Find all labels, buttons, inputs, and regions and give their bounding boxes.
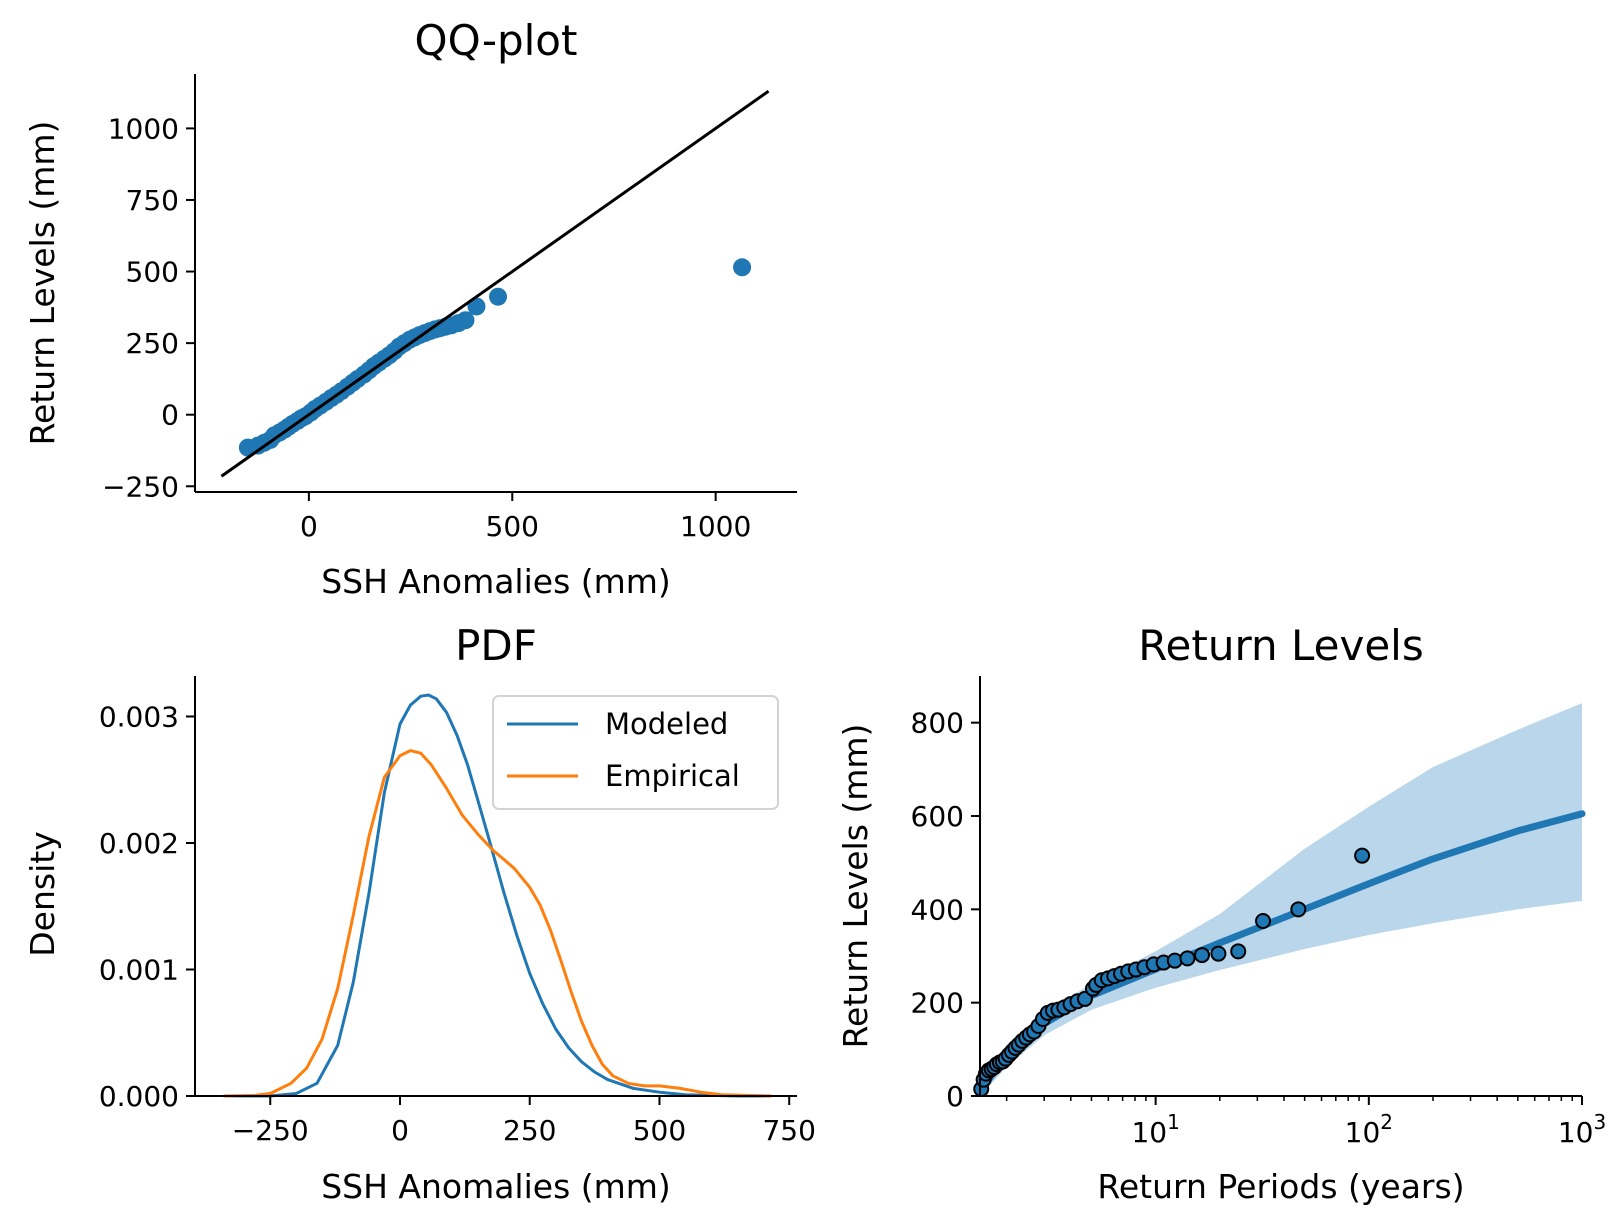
rl-ytick-label: 200 bbox=[911, 987, 964, 1020]
pdf-ytick-label: 0.003 bbox=[99, 700, 179, 733]
rl-observed-point bbox=[1210, 945, 1227, 962]
rl-observed-point bbox=[1194, 947, 1211, 964]
rl-xlabel: Return Periods (years) bbox=[1097, 1167, 1464, 1206]
pdf-xtick-label: −250 bbox=[232, 1114, 309, 1147]
pdf-ytick-label: 0.002 bbox=[99, 827, 179, 860]
pdf-xtick-label: 0 bbox=[391, 1114, 409, 1147]
pdf-xtick-label: 250 bbox=[503, 1114, 556, 1147]
rl-ytick-label: 600 bbox=[911, 800, 964, 833]
qq-ytick-label: 250 bbox=[126, 327, 179, 360]
pdf-ytick-label: 0.000 bbox=[99, 1080, 179, 1113]
qq-point bbox=[456, 311, 475, 330]
qq-ytick-label: 0 bbox=[161, 399, 179, 432]
legend-modeled-label: Modeled bbox=[605, 707, 728, 741]
rl-ytick-label: 800 bbox=[911, 707, 964, 740]
qq-reference-line bbox=[220, 89, 770, 478]
pdf-legend: Modeled Empirical bbox=[492, 695, 779, 810]
pdf-title: PDF bbox=[455, 621, 537, 670]
rl-observed-point bbox=[1166, 952, 1183, 969]
rl-title: Return Levels bbox=[1138, 621, 1423, 670]
qq-ytick-label: 500 bbox=[126, 256, 179, 289]
qq-ytick-label: 750 bbox=[126, 184, 179, 217]
pdf-panel: PDF −250 0 250 500 750 0.000 0.001 0.002 0.003 S… bbox=[23, 621, 816, 1206]
rl-ytick-label: 0 bbox=[946, 1080, 964, 1113]
rl-observed-point bbox=[1179, 950, 1196, 967]
rl-ytick-label: 400 bbox=[911, 893, 964, 926]
rl-observed-point bbox=[1255, 913, 1272, 929]
pdf-series-empirical bbox=[223, 749, 772, 1098]
pdf-xtick-label: 500 bbox=[633, 1114, 686, 1147]
qq-ylabel: Return Levels (mm) bbox=[23, 121, 62, 446]
qq-ytick-label: 1000 bbox=[108, 112, 179, 145]
qq-point bbox=[489, 287, 508, 306]
qq-point bbox=[467, 297, 486, 316]
pdf-ylabel: Density bbox=[23, 831, 62, 956]
pdf-xlabel: SSH Anomalies (mm) bbox=[321, 1167, 671, 1206]
pdf-series-modeled bbox=[223, 693, 772, 1098]
qq-title: QQ-plot bbox=[415, 16, 578, 65]
rl-observed-point bbox=[1230, 943, 1247, 960]
qq-xlabel: SSH Anomalies (mm) bbox=[321, 562, 671, 601]
qq-plot-panel: QQ-plot 0 500 1000 −250 0 250 500 750 1000 SSH A… bbox=[23, 16, 797, 601]
qq-xtick-label: 1000 bbox=[680, 510, 751, 543]
pdf-xtick-label: 750 bbox=[762, 1114, 815, 1147]
rl-ylabel: Return Levels (mm) bbox=[836, 724, 875, 1049]
qq-xtick-label: 500 bbox=[486, 510, 539, 543]
qq-xtick-label: 0 bbox=[300, 510, 318, 543]
pdf-ytick-label: 0.001 bbox=[99, 953, 179, 986]
rl-observed-point bbox=[1076, 990, 1093, 1007]
rl-confidence-band bbox=[980, 703, 1582, 1096]
legend-empirical-label: Empirical bbox=[605, 759, 740, 793]
rl-xtick-label: 101 bbox=[1131, 1110, 1179, 1149]
qq-ytick-label: −250 bbox=[102, 470, 179, 503]
rl-observed-point bbox=[1290, 901, 1307, 918]
rl-observed-point bbox=[1354, 847, 1371, 864]
qq-point bbox=[733, 258, 752, 277]
